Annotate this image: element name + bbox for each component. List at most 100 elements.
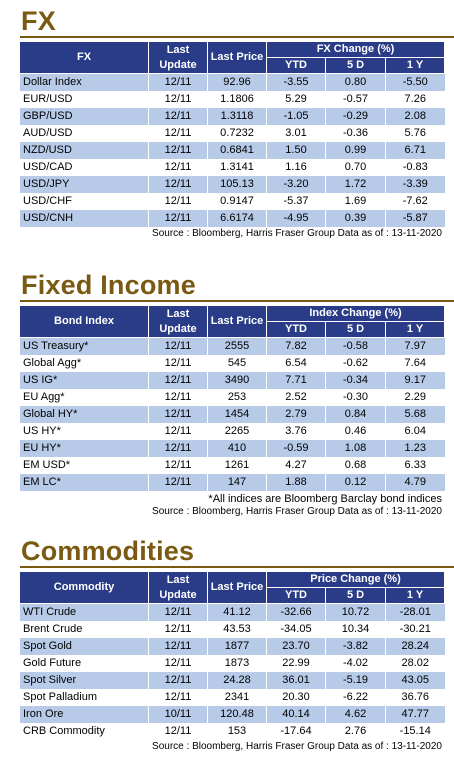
commodities-header-name: Commodity: [19, 571, 149, 604]
commodities-cell-1y: 36.76: [384, 689, 445, 706]
fx-cell-ytd: -5.37: [266, 193, 326, 210]
commodities-cell-ytd: -34.05: [266, 621, 326, 638]
commodities-cell-last-price: 24.28: [207, 672, 267, 689]
fixed-income-table-row: EM LC* 12/11 147 1.88 0.12 4.79: [19, 474, 445, 491]
fx-cell-1y: 7.26: [384, 91, 445, 108]
commodities-cell-1y: -15.14: [384, 723, 445, 740]
fx-section: FX FX Last Update Last Price FX Change (…: [0, 6, 454, 239]
commodities-cell-5d: -3.82: [325, 638, 386, 655]
commodities-cell-last-update: 12/11: [148, 621, 208, 638]
fx-cell-last-price: 1.1806: [207, 91, 267, 108]
commodities-cell-1y: 47.77: [384, 706, 445, 723]
fixed-income-table-row: EU HY* 12/11 410 -0.59 1.08 1.23: [19, 440, 445, 457]
commodities-cell-last-update: 12/11: [148, 672, 208, 689]
commodities-header-last-price: Last Price: [207, 571, 267, 604]
commodities-header-ytd: YTD: [266, 587, 326, 604]
commodities-cell-name: Spot Silver: [19, 672, 149, 689]
fx-cell-last-update: 12/11: [148, 73, 208, 91]
fixed-income-cell-name: US IG*: [19, 372, 149, 389]
commodities-cell-last-price: 1873: [207, 655, 267, 672]
fx-cell-name: USD/CAD: [19, 159, 149, 176]
commodities-table-row: Spot Gold 12/11 1877 23.70 -3.82 28.24: [19, 638, 445, 655]
fx-header-change-group: FX Change (%): [265, 41, 446, 58]
fx-table-row: USD/CNH 12/11 6.6174 -4.95 0.39 -5.87: [19, 210, 445, 227]
fx-cell-last-update: 12/11: [148, 125, 208, 142]
commodities-title: Commodities: [21, 536, 195, 566]
fixed-income-cell-ytd: 7.82: [266, 337, 326, 355]
commodities-table-row: WTI Crude 12/11 41.12 -32.66 10.72 -28.01: [19, 603, 445, 621]
fixed-income-header-5d: 5 D: [325, 321, 386, 338]
commodities-table-row: CRB Commodity 12/11 153 -17.64 2.76 -15.14: [19, 723, 445, 740]
fixed-income-cell-5d: 1.08: [325, 440, 386, 457]
fx-cell-ytd: -3.20: [266, 176, 326, 193]
commodities-table-row: Iron Ore 10/11 120.48 40.14 4.62 47.77: [19, 706, 445, 723]
fx-cell-1y: -7.62: [384, 193, 445, 210]
fx-cell-ytd: 1.16: [266, 159, 326, 176]
fixed-income-table: Bond Index Last Update Last Price Index …: [19, 305, 446, 491]
fx-cell-name: USD/JPY: [19, 176, 149, 193]
fx-cell-5d: 1.72: [325, 176, 386, 193]
fx-header-last-price: Last Price: [207, 41, 267, 74]
fx-cell-last-update: 12/11: [148, 176, 208, 193]
fixed-income-cell-5d: -0.58: [325, 337, 386, 355]
fx-cell-ytd: 1.50: [266, 142, 326, 159]
fixed-income-cell-name: EM LC*: [19, 474, 149, 491]
commodities-cell-last-update: 12/11: [148, 655, 208, 672]
fixed-income-header-last-price: Last Price: [207, 305, 267, 338]
commodities-table-row: Brent Crude 12/11 43.53 -34.05 10.34 -30.21: [19, 621, 445, 638]
fx-cell-1y: 2.08: [384, 108, 445, 125]
fixed-income-table-row: EU Agg* 12/11 253 2.52 -0.30 2.29: [19, 389, 445, 406]
fx-cell-ytd: 3.01: [266, 125, 326, 142]
fixed-income-cell-5d: 0.46: [325, 423, 386, 440]
fixed-income-cell-last-price: 1454: [207, 406, 267, 423]
commodities-cell-name: WTI Crude: [19, 603, 149, 621]
fixed-income-cell-ytd: 2.79: [266, 406, 326, 423]
commodities-cell-ytd: 22.99: [266, 655, 326, 672]
fx-cell-name: NZD/USD: [19, 142, 149, 159]
fixed-income-cell-last-price: 1261: [207, 457, 267, 474]
fixed-income-cell-ytd: 7.71: [266, 372, 326, 389]
fixed-income-cell-1y: 6.33: [384, 457, 445, 474]
commodities-title-underline: [20, 566, 454, 568]
fixed-income-cell-last-update: 12/11: [148, 406, 208, 423]
fixed-income-table-row: EM USD* 12/11 1261 4.27 0.68 6.33: [19, 457, 445, 474]
commodities-header-change-group: Price Change (%): [265, 571, 446, 588]
fx-cell-name: USD/CHF: [19, 193, 149, 210]
commodities-cell-1y: 28.02: [384, 655, 445, 672]
fixed-income-cell-last-price: 2265: [207, 423, 267, 440]
commodities-source: Source : Bloomberg, Harris Fraser Group …: [152, 741, 442, 752]
fx-cell-5d: 0.39: [325, 210, 386, 227]
commodities-cell-last-price: 2341: [207, 689, 267, 706]
commodities-cell-last-update: 12/11: [148, 689, 208, 706]
fx-cell-5d: -0.57: [325, 91, 386, 108]
commodities-cell-last-update: 12/11: [148, 603, 208, 621]
fx-cell-name: USD/CNH: [19, 210, 149, 227]
commodities-cell-last-price: 43.53: [207, 621, 267, 638]
fixed-income-cell-1y: 4.79: [384, 474, 445, 491]
commodities-cell-name: Gold Future: [19, 655, 149, 672]
fx-cell-5d: -0.36: [325, 125, 386, 142]
commodities-cell-ytd: -17.64: [266, 723, 326, 740]
commodities-cell-1y: -30.21: [384, 621, 445, 638]
fixed-income-cell-ytd: 1.88: [266, 474, 326, 491]
fixed-income-cell-name: EU Agg*: [19, 389, 149, 406]
fixed-income-cell-last-update: 12/11: [148, 337, 208, 355]
commodities-table-row: Gold Future 12/11 1873 22.99 -4.02 28.02: [19, 655, 445, 672]
fx-cell-5d: 1.69: [325, 193, 386, 210]
commodities-cell-ytd: 23.70: [266, 638, 326, 655]
fixed-income-cell-1y: 9.17: [384, 372, 445, 389]
fixed-income-cell-last-update: 12/11: [148, 440, 208, 457]
fixed-income-header-last-update: Last Update: [148, 305, 208, 338]
fixed-income-title-underline: [20, 300, 454, 302]
fixed-income-cell-ytd: 2.52: [266, 389, 326, 406]
commodities-cell-name: Spot Gold: [19, 638, 149, 655]
fixed-income-cell-name: Global Agg*: [19, 355, 149, 372]
commodities-header-last-update: Last Update: [148, 571, 208, 604]
fixed-income-cell-name: Global HY*: [19, 406, 149, 423]
commodities-cell-last-price: 120.48: [207, 706, 267, 723]
fixed-income-cell-5d: -0.34: [325, 372, 386, 389]
fixed-income-cell-name: EU HY*: [19, 440, 149, 457]
fx-cell-last-price: 6.6174: [207, 210, 267, 227]
commodities-section: Commodities Commodity Last Update Last P…: [0, 536, 454, 752]
fixed-income-cell-name: US HY*: [19, 423, 149, 440]
